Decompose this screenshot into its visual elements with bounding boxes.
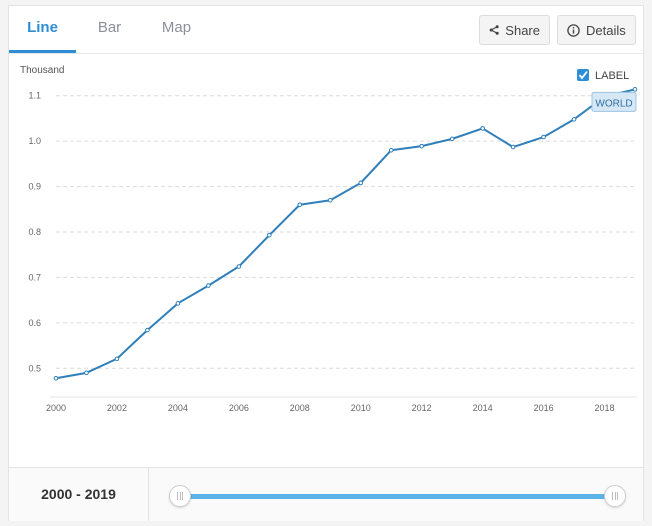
x-tick-label: 2010 bbox=[351, 403, 371, 413]
data-point[interactable] bbox=[175, 301, 181, 306]
data-point[interactable] bbox=[267, 232, 272, 238]
y-tick-label: 0.6 bbox=[28, 318, 41, 328]
tabs-divider bbox=[9, 53, 643, 54]
data-point[interactable] bbox=[84, 370, 89, 376]
tab-bar[interactable]: Bar bbox=[97, 19, 122, 36]
data-point[interactable] bbox=[449, 136, 455, 142]
unit-label: Thousand bbox=[20, 65, 64, 76]
chart-type-tabs: Line Bar Map bbox=[9, 6, 210, 54]
data-point[interactable] bbox=[145, 327, 150, 333]
tab-line[interactable]: Line bbox=[9, 6, 76, 53]
line-chart: Thousand 0.5 0.6 0.7 0.8 0.9 1.0 1.1 2000 2002 200… bbox=[20, 65, 638, 413]
grip-icon bbox=[177, 492, 183, 500]
grip-icon bbox=[612, 492, 618, 500]
x-tick-label: 2014 bbox=[473, 403, 493, 413]
y-tick-label: 0.7 bbox=[28, 272, 41, 282]
data-point[interactable] bbox=[632, 87, 638, 92]
data-point[interactable] bbox=[236, 264, 242, 269]
data-point[interactable] bbox=[388, 147, 394, 153]
details-button[interactable]: Details bbox=[557, 15, 636, 45]
y-tick-label: 1.1 bbox=[28, 91, 41, 101]
y-tick-label: 0.9 bbox=[28, 182, 41, 192]
x-tick-label: 2002 bbox=[107, 403, 127, 413]
range-slider-bar: 2000 - 2019 bbox=[9, 467, 643, 521]
y-tick-label: 1.0 bbox=[28, 136, 41, 146]
data-point[interactable] bbox=[114, 356, 120, 362]
share-icon bbox=[489, 25, 499, 35]
y-tick-label: 0.5 bbox=[28, 363, 41, 373]
data-point[interactable] bbox=[419, 143, 424, 149]
data-point[interactable] bbox=[327, 197, 333, 203]
range-label: 2000 - 2019 bbox=[9, 468, 149, 521]
check-icon bbox=[578, 70, 588, 80]
data-point[interactable] bbox=[510, 144, 516, 150]
data-point[interactable] bbox=[541, 134, 546, 140]
data-point[interactable] bbox=[358, 180, 364, 186]
series-line-world bbox=[55, 88, 636, 380]
x-tick-label: 2012 bbox=[412, 403, 432, 413]
label-checkbox[interactable] bbox=[577, 69, 589, 81]
range-start-handle[interactable] bbox=[169, 485, 191, 507]
x-tick-label: 2018 bbox=[595, 403, 615, 413]
x-tick-label: 2006 bbox=[229, 403, 249, 413]
y-tick-label: 0.8 bbox=[28, 227, 41, 237]
data-point[interactable] bbox=[480, 126, 485, 131]
x-tick-label: 2008 bbox=[290, 403, 310, 413]
data-point[interactable] bbox=[297, 202, 303, 208]
share-button[interactable]: Share bbox=[479, 15, 550, 45]
chart-panel: Line Bar Map Share Details Thousand 0.5 0.… bbox=[8, 5, 644, 521]
details-label: Details bbox=[586, 22, 626, 38]
data-point[interactable] bbox=[53, 375, 59, 381]
x-tick-label: 2016 bbox=[534, 403, 554, 413]
range-end-handle[interactable] bbox=[604, 485, 626, 507]
range-slider-track[interactable] bbox=[181, 494, 615, 499]
series-label-box bbox=[591, 91, 637, 112]
series-label: WORLD bbox=[595, 98, 632, 109]
x-tick-label: 2000 bbox=[46, 403, 66, 413]
info-icon bbox=[567, 23, 580, 37]
x-tick-label: 2004 bbox=[168, 403, 188, 413]
data-point[interactable] bbox=[206, 283, 211, 288]
tab-map[interactable]: Map bbox=[161, 19, 192, 36]
data-point[interactable] bbox=[571, 117, 577, 122]
share-label: Share bbox=[505, 22, 540, 38]
label-toggle-text[interactable]: LABEL bbox=[595, 70, 629, 82]
